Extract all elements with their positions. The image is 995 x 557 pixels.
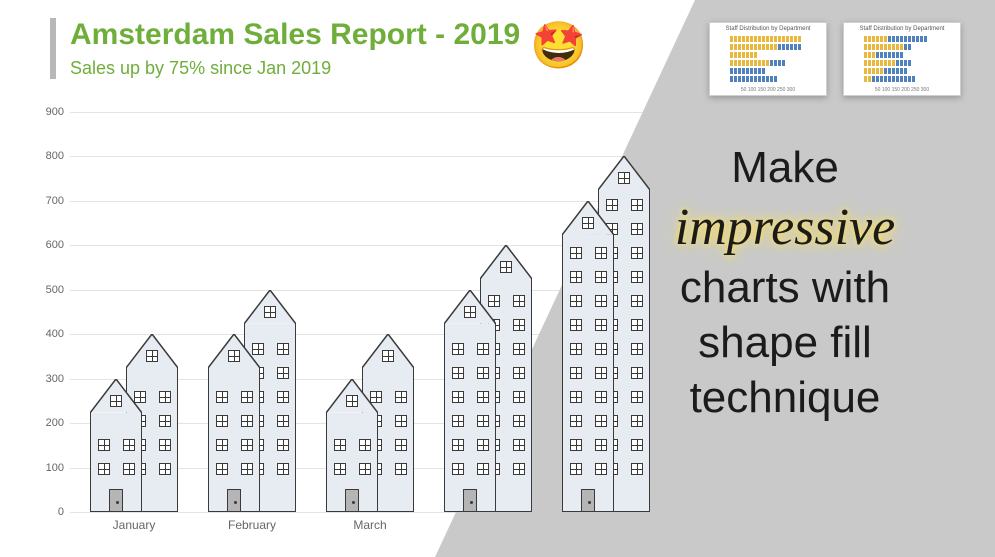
thumbnail-row: [864, 36, 927, 43]
chart-x-tick-label: February: [208, 518, 296, 532]
report-header: Amsterdam Sales Report - 2019 Sales up b…: [50, 18, 520, 79]
thumbnail-row: [864, 68, 907, 75]
chart-y-tick-label: 300: [30, 373, 64, 385]
thumbnail-1-body: [710, 34, 826, 86]
chart-y-tick-label: 200: [30, 417, 64, 429]
thumbnail-2-body: [844, 34, 960, 86]
thumbnail-1-title: Staff Distribution by Department: [710, 26, 826, 32]
chart-y-tick-label: 400: [30, 328, 64, 340]
building-bar-front: [90, 379, 142, 512]
building-bar-front: [562, 201, 614, 512]
sales-bar-chart: 0100200300400500600700800900JanuaryFebru…: [30, 112, 670, 542]
thumbnail-row: [730, 60, 785, 67]
thumbnail-row: [730, 52, 757, 59]
thumbnail-chart-2[interactable]: Staff Distribution by Department 50 100 …: [843, 22, 961, 96]
thumbnail-row: [730, 76, 777, 83]
chart-y-tick-label: 0: [30, 506, 64, 518]
thumbnail-chart-1[interactable]: Staff Distribution by Department 50 100 …: [709, 22, 827, 96]
chart-gridline: [70, 156, 670, 157]
chart-y-tick-label: 700: [30, 195, 64, 207]
promo-line-4: shape fill: [698, 318, 872, 367]
chart-x-tick-label: January: [90, 518, 178, 532]
thumbnail-1-axis: 50 100 150 200 250 300: [710, 87, 826, 93]
promo-line-5: technique: [690, 373, 881, 422]
chart-y-tick-label: 500: [30, 284, 64, 296]
star-eyes-emoji-icon: 🤩: [530, 18, 587, 73]
building-bar-front: [444, 290, 496, 512]
thumbnail-row: [730, 44, 801, 51]
promo-line-2-italic: impressive: [675, 195, 895, 260]
building-bar-front: [326, 379, 378, 512]
thumbnail-row: [864, 76, 915, 83]
chart-x-tick-label: March: [326, 518, 414, 532]
thumbnail-row: [730, 68, 765, 75]
report-title: Amsterdam Sales Report - 2019: [70, 18, 520, 52]
chart-y-tick-label: 600: [30, 239, 64, 251]
chart-plot-area: [70, 112, 670, 512]
thumbnail-row: [864, 60, 911, 67]
promo-line-1: Make: [731, 143, 839, 192]
thumbnail-row: [864, 52, 903, 59]
chart-y-tick-label: 100: [30, 462, 64, 474]
thumbnail-2-title: Staff Distribution by Department: [844, 26, 960, 32]
report-subtitle: Sales up by 75% since Jan 2019: [70, 58, 520, 79]
chart-y-tick-label: 900: [30, 106, 64, 118]
thumbnail-2-axis: 50 100 150 200 250 300: [844, 87, 960, 93]
chart-y-tick-label: 800: [30, 150, 64, 162]
promo-line-3: charts with: [680, 263, 890, 312]
promo-headline: Make impressive charts with shape fill t…: [615, 140, 955, 425]
thumbnail-row: [730, 36, 801, 43]
chart-gridline: [70, 112, 670, 113]
building-bar-front: [208, 334, 260, 512]
thumbnail-row: [864, 44, 911, 51]
